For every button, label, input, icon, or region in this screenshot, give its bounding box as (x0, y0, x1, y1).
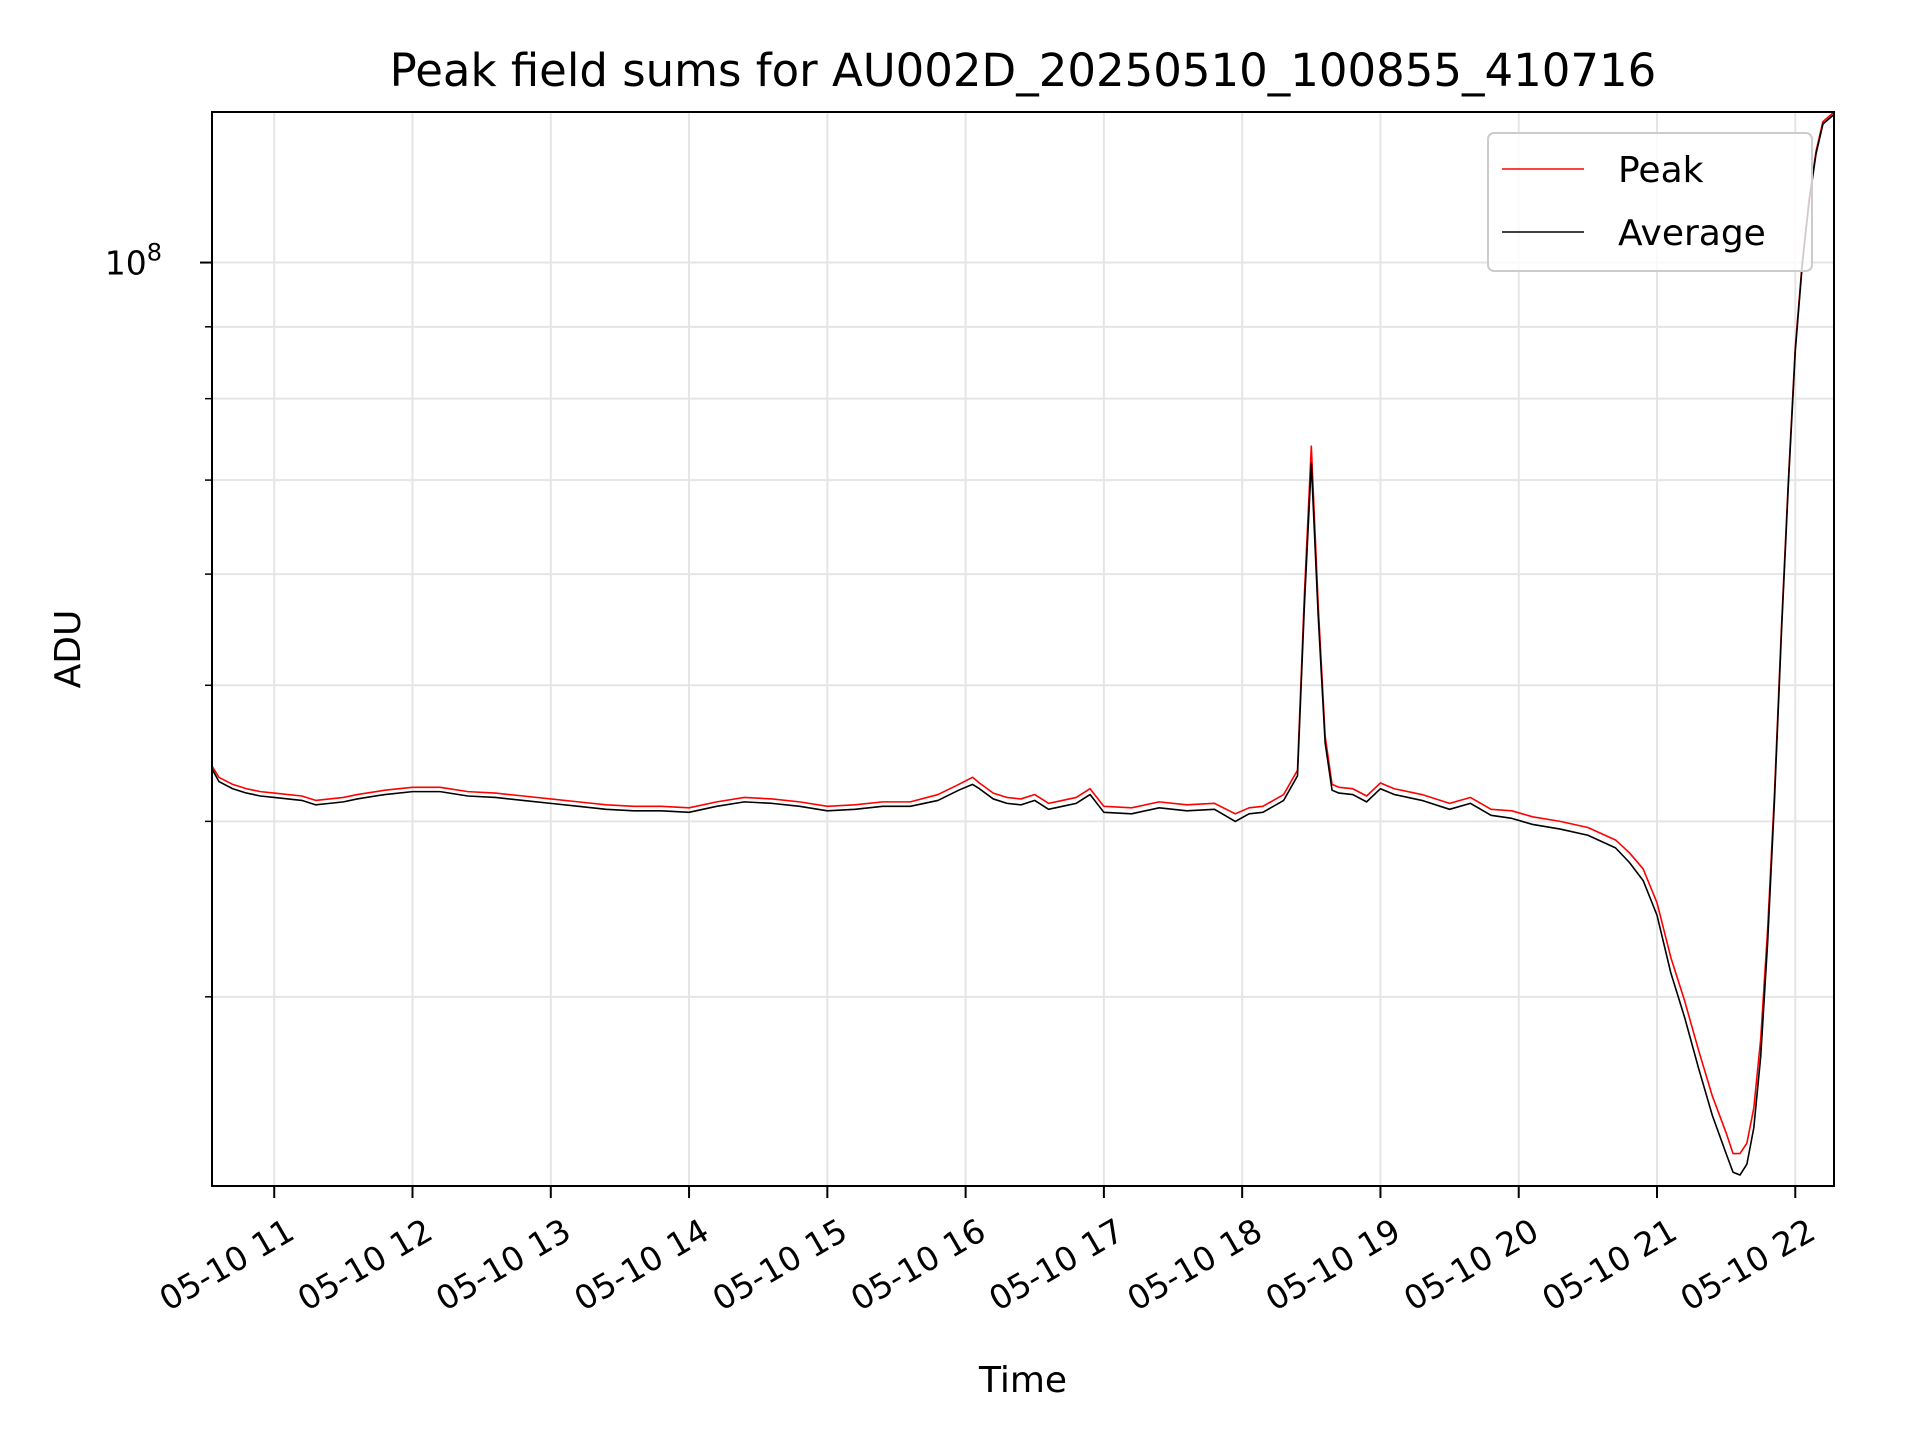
y-axis-label: ADU (48, 610, 89, 689)
series-line-average (212, 113, 1834, 1176)
legend: Peak Average (1487, 132, 1813, 272)
legend-label-peak: Peak (1618, 150, 1704, 191)
series-layer (212, 112, 1834, 1176)
grid-layer (212, 112, 1834, 1186)
legend-box (1487, 132, 1813, 272)
legend-label-average: Average (1618, 213, 1766, 254)
chart-title: Peak field sums for AU002D_20250510_1008… (390, 44, 1657, 97)
plot-area-frame (211, 111, 1835, 1187)
x-axis-label: Time (978, 1360, 1067, 1401)
series-line-peak (212, 112, 1834, 1155)
